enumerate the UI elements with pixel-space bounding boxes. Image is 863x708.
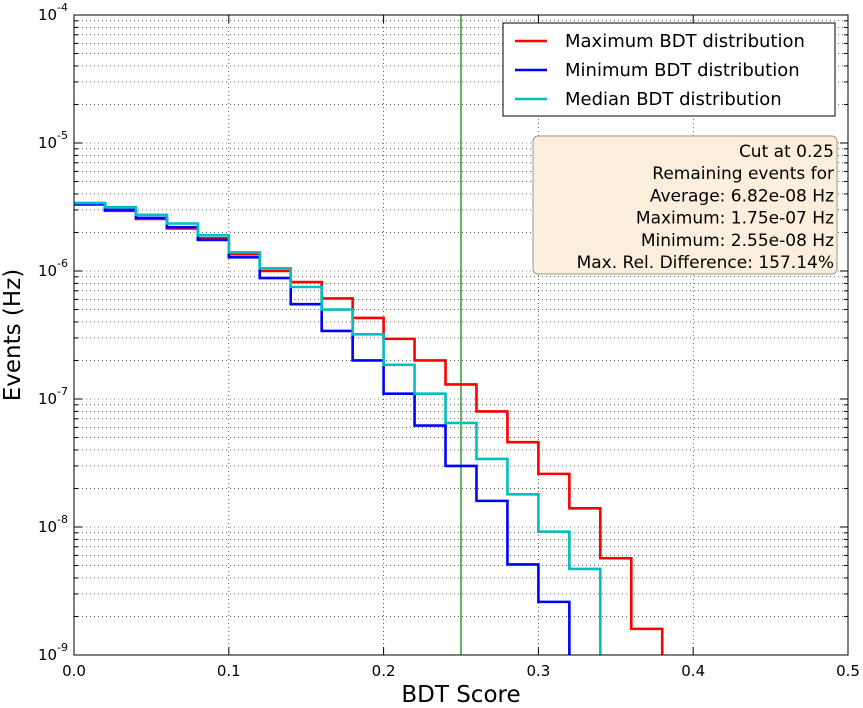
y-tick-exponent: -8 (57, 513, 68, 526)
y-tick-base: 10 (38, 262, 57, 280)
info-line: Minimum: 2.55e-08 Hz (641, 231, 834, 251)
x-tick-label: 0.3 (526, 662, 550, 680)
ticks (73, 14, 849, 656)
y-axis-label: Events (Hz) (0, 269, 26, 402)
y-tick-label: 10-4 (38, 1, 68, 24)
y-tick-base: 10 (38, 134, 57, 152)
info-line: Remaining events for (652, 164, 834, 184)
y-tick-exponent: -5 (57, 129, 68, 142)
info-line: Cut at 0.25 (739, 142, 834, 162)
y-tick-label: 10-6 (38, 257, 68, 280)
y-tick-exponent: -9 (57, 641, 68, 654)
series-group (74, 201, 664, 655)
info-line: Maximum: 1.75e-07 Hz (636, 209, 834, 229)
x-axis-label: BDT Score (401, 682, 520, 708)
y-tick-base: 10 (38, 6, 57, 24)
legend: Maximum BDT distribution Minimum BDT dist… (502, 22, 836, 117)
info-line: Max. Rel. Difference: 157.14% (577, 253, 834, 273)
x-tick-label: 0.0 (62, 662, 86, 680)
y-tick-base: 10 (38, 646, 57, 664)
tick-labels: 0.0 0.1 0.2 0.3 0.4 0.510-910-810-710-610-510… (38, 1, 860, 680)
y-tick-label: 10-7 (38, 385, 68, 408)
legend-label: Minimum BDT distribution (565, 60, 800, 81)
x-tick-label: 0.1 (217, 662, 241, 680)
legend-label: Median BDT distribution (565, 89, 782, 110)
y-tick-label: 10-9 (38, 641, 68, 664)
y-tick-label: 10-5 (38, 129, 68, 152)
x-tick-label: 0.5 (836, 662, 860, 680)
info-box-frame (532, 135, 838, 275)
x-tick-label: 0.4 (681, 662, 705, 680)
plot-frame (73, 14, 849, 656)
y-tick-label: 10-8 (38, 513, 68, 536)
y-tick-exponent: -6 (57, 257, 68, 270)
y-tick-base: 10 (38, 518, 57, 536)
info-line: Average: 6.82e-08 Hz (650, 186, 834, 206)
y-tick-exponent: -4 (57, 1, 68, 14)
legend-frame (502, 22, 836, 117)
legend-label: Maximum BDT distribution (565, 31, 805, 52)
x-tick-label: 0.2 (372, 662, 396, 680)
series-line-3 (74, 201, 602, 655)
y-tick-base: 10 (38, 390, 57, 408)
y-tick-exponent: -7 (57, 385, 68, 398)
